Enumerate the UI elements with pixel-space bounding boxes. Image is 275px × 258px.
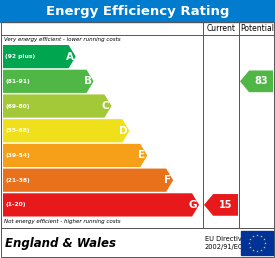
Bar: [1, 22, 274, 228]
Text: (92 plus): (92 plus): [5, 54, 35, 59]
Text: E: E: [138, 150, 145, 160]
Text: (39-54): (39-54): [5, 153, 30, 158]
Text: (21-38): (21-38): [5, 178, 30, 183]
Text: England & Wales: England & Wales: [5, 237, 116, 249]
Polygon shape: [3, 168, 173, 192]
Polygon shape: [3, 193, 199, 216]
Text: (81-91): (81-91): [5, 79, 30, 84]
Text: A: A: [66, 52, 74, 62]
Bar: [241, 231, 273, 255]
Text: EU Directive: EU Directive: [205, 236, 246, 242]
Text: Energy Efficiency Rating: Energy Efficiency Rating: [46, 4, 229, 18]
Text: Not energy efficient - higher running costs: Not energy efficient - higher running co…: [4, 219, 121, 223]
Text: Current: Current: [207, 24, 235, 33]
Text: B: B: [84, 76, 92, 86]
Text: 15: 15: [219, 200, 232, 210]
Polygon shape: [3, 144, 147, 167]
Text: Potential: Potential: [240, 24, 274, 33]
Polygon shape: [204, 194, 238, 216]
Polygon shape: [3, 45, 76, 68]
Text: G: G: [189, 200, 197, 210]
Text: (1-20): (1-20): [5, 202, 26, 207]
Text: 2002/91/EC: 2002/91/EC: [205, 244, 243, 249]
Bar: [0, 0, 275, 22]
Text: Very energy efficient - lower running costs: Very energy efficient - lower running co…: [4, 36, 121, 42]
Text: C: C: [102, 101, 109, 111]
Polygon shape: [3, 70, 94, 93]
Text: 83: 83: [254, 76, 268, 86]
Text: (55-68): (55-68): [5, 128, 29, 133]
Polygon shape: [3, 119, 130, 142]
Polygon shape: [240, 70, 273, 92]
Text: D: D: [119, 126, 127, 136]
Text: F: F: [164, 175, 171, 185]
Polygon shape: [3, 94, 111, 118]
Bar: [1, 228, 274, 257]
Text: (69-80): (69-80): [5, 103, 29, 109]
